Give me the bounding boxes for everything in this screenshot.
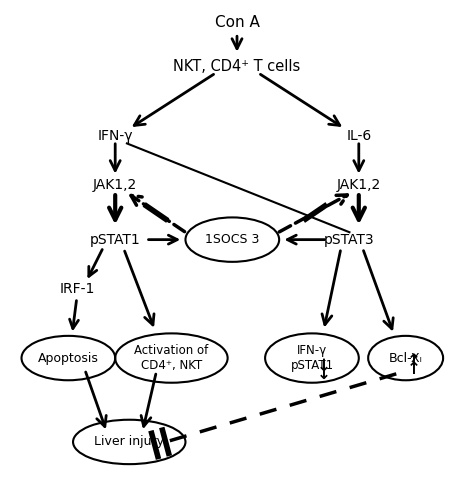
Text: pSTAT1: pSTAT1 [90, 233, 141, 247]
Text: Bcl-Xₗ: Bcl-Xₗ [389, 352, 422, 365]
Text: ↑: ↑ [407, 360, 421, 378]
Text: Apoptosis: Apoptosis [38, 352, 99, 365]
Text: NKT, CD4⁺ T cells: NKT, CD4⁺ T cells [173, 59, 301, 74]
Text: 1SOCS 3: 1SOCS 3 [205, 233, 259, 246]
Text: Con A: Con A [215, 15, 259, 30]
Text: ↓: ↓ [317, 365, 330, 383]
Text: JAK1,2: JAK1,2 [93, 178, 137, 192]
Text: Activation of
CD4⁺, NKT: Activation of CD4⁺, NKT [134, 344, 209, 372]
Text: ↑: ↑ [407, 351, 421, 370]
Text: Liver injury: Liver injury [94, 436, 164, 449]
Text: IL-6: IL-6 [346, 129, 372, 143]
Text: IFN-γ: IFN-γ [98, 129, 133, 143]
Text: IRF-1: IRF-1 [60, 282, 95, 296]
Text: JAK1,2: JAK1,2 [337, 178, 381, 192]
Text: IFN-γ
pSTAT1: IFN-γ pSTAT1 [291, 344, 334, 372]
Text: pSTAT3: pSTAT3 [324, 233, 375, 247]
Text: ↓: ↓ [317, 356, 330, 374]
